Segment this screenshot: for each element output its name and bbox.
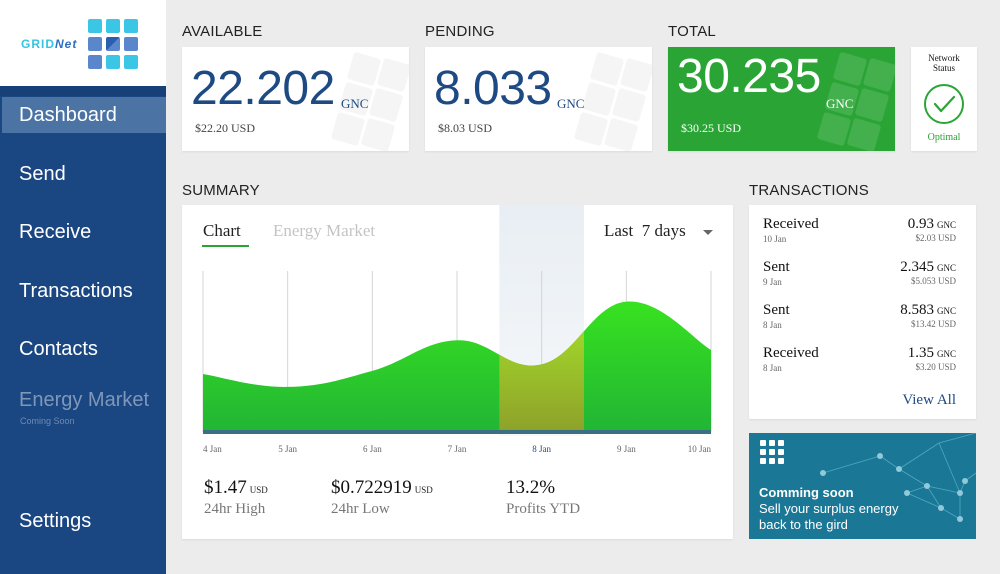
pending-unit: GNC [557, 96, 585, 111]
range-dropdown[interactable]: Last 7 days [604, 221, 686, 240]
summary-card: Chart Energy Market Last 7 days 4 Jan 5 J… [182, 205, 733, 539]
x-tick-label: 6 Jan [363, 444, 382, 454]
logo-grid-icon [88, 19, 138, 69]
available-unit: GNC [341, 96, 369, 111]
x-tick-label: 8 Jan [532, 444, 551, 454]
tx-date: 10 Jan [763, 234, 787, 244]
sidebar-item-dashboard[interactable]: Dashboard [2, 97, 166, 133]
tx-usd: $13.42 USD [910, 319, 956, 329]
energy-market-note: Coming Soon [20, 416, 75, 426]
available-usd: $22.20 USD [195, 121, 256, 135]
tx-amount: 0.93 GNC [907, 216, 956, 232]
chevron-down-icon[interactable] [703, 230, 713, 235]
total-card: 30.235 GNC $30.25 USD [668, 47, 895, 151]
tx-type: Received [763, 216, 819, 232]
x-tick-label: 9 Jan [617, 444, 636, 454]
total-unit: GNC [826, 96, 854, 111]
x-tick-label: 10 Jan [688, 444, 712, 454]
tx-type: Received [763, 345, 819, 361]
network-status-value: Optimal [927, 132, 961, 143]
sidebar-item-receive[interactable]: Receive [19, 221, 92, 243]
sidebar-item-send[interactable]: Send [19, 163, 66, 185]
sidebar: GRIDNet Dashboard Send Receive Transacti… [0, 0, 166, 574]
stat-24hr-high-label: 24hr High [204, 501, 266, 517]
sidebar-item-contacts[interactable]: Contacts [19, 338, 98, 360]
x-tick-label: 7 Jan [448, 444, 467, 454]
tx-usd: $5.053 USD [910, 276, 956, 286]
logo-text: GRIDNet [21, 37, 78, 51]
pending-value: 8.033 [434, 62, 552, 115]
network-status-title: Network Status [928, 53, 960, 73]
view-all-link[interactable]: View All [902, 392, 956, 408]
sidebar-divider [0, 86, 166, 96]
summary-chart[interactable]: 4 Jan 5 Jan 6 Jan 7 Jan 8 Jan 9 Jan 10 Jan [182, 205, 733, 465]
pending-card: 8.033 GNC $8.03 USD [425, 47, 652, 151]
tx-date: 9 Jan [763, 277, 782, 287]
check-circle-icon [924, 84, 964, 124]
tx-usd: $3.20 USD [915, 362, 956, 372]
total-label: TOTAL [668, 23, 716, 40]
tx-date: 8 Jan [763, 320, 782, 330]
tx-type: Sent [763, 259, 790, 275]
tab-chart[interactable]: Chart [203, 221, 241, 240]
stat-24hr-high-value: $1.47 USD [204, 477, 268, 498]
tx-amount: 1.35 GNC [907, 345, 956, 361]
available-card: 22.202 GNC $22.20 USD [182, 47, 409, 151]
tx-amount: 8.583 GNC [900, 302, 956, 318]
total-value: 30.235 [677, 50, 821, 103]
chart-baseline [203, 430, 711, 434]
stat-profits-ytd-label: Profits YTD [506, 501, 581, 517]
grid-logo-icon [760, 440, 784, 464]
tab-energy-market[interactable]: Energy Market [273, 221, 376, 240]
promo-banner[interactable]: Comming soon Sell your surplus energy ba… [749, 433, 976, 539]
stat-profits-ytd-value: 13.2% [506, 477, 556, 498]
stat-24hr-low-value: $0.722919 USD [331, 477, 433, 498]
pending-label: PENDING [425, 23, 495, 40]
tx-date: 8 Jan [763, 363, 782, 373]
network-graph-decoration [820, 433, 976, 522]
x-tick-label: 4 Jan [203, 444, 222, 454]
total-usd: $30.25 USD [681, 121, 742, 135]
available-label: AVAILABLE [182, 23, 263, 40]
transactions-label: TRANSACTIONS [749, 182, 869, 199]
available-value: 22.202 [191, 62, 335, 115]
sidebar-item-settings[interactable]: Settings [19, 510, 92, 532]
x-tick-label: 5 Jan [278, 444, 297, 454]
tx-amount: 2.345 GNC [900, 259, 956, 275]
transactions-card: Received 10 Jan 0.93 GNC $2.03 USD Sent 9… [749, 205, 976, 419]
tx-type: Sent [763, 302, 790, 318]
selected-day-area [499, 331, 585, 432]
stat-24hr-low-label: 24hr Low [331, 501, 390, 517]
promo-body: Sell your surplus energy back to the gir… [759, 501, 899, 532]
tx-usd: $2.03 USD [915, 233, 956, 243]
summary-label: SUMMARY [182, 182, 260, 199]
pending-usd: $8.03 USD [438, 121, 493, 135]
network-status-card[interactable]: Network Status Optimal [911, 47, 977, 151]
logo[interactable]: GRIDNet [0, 0, 166, 86]
promo-title: Comming soon [759, 485, 854, 500]
sidebar-item-energy-market: Energy Market [19, 389, 150, 411]
sidebar-item-transactions[interactable]: Transactions [19, 280, 133, 302]
tab-active-indicator [202, 245, 249, 247]
